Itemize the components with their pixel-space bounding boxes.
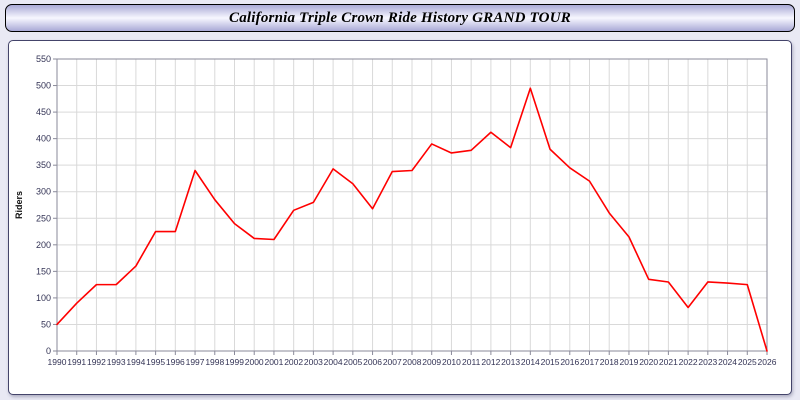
page-title: California Triple Crown Ride History GRA… (229, 9, 571, 26)
svg-text:200: 200 (36, 240, 51, 250)
svg-text:1992: 1992 (87, 357, 106, 367)
svg-text:2012: 2012 (481, 357, 500, 367)
axis-ticks (53, 58, 768, 355)
svg-text:2013: 2013 (501, 357, 520, 367)
svg-text:2018: 2018 (600, 357, 619, 367)
svg-text:400: 400 (36, 134, 51, 144)
svg-text:2021: 2021 (659, 357, 678, 367)
y-tick-labels: 0 50 100 150 200 250 300 350 400 450 500 550 (36, 54, 51, 356)
svg-text:1994: 1994 (126, 357, 145, 367)
svg-text:2019: 2019 (619, 357, 638, 367)
y-axis-title: Riders (14, 191, 24, 219)
svg-text:2003: 2003 (304, 357, 323, 367)
svg-text:2015: 2015 (541, 357, 560, 367)
svg-text:2011: 2011 (462, 357, 481, 367)
chart-panel: 0 50 100 150 200 250 300 350 400 450 500 550 1990 199… (8, 40, 792, 395)
svg-text:500: 500 (36, 81, 51, 91)
svg-text:1995: 1995 (146, 357, 165, 367)
svg-text:2006: 2006 (363, 357, 382, 367)
svg-text:2009: 2009 (422, 357, 441, 367)
svg-text:2000: 2000 (245, 357, 264, 367)
svg-text:1999: 1999 (225, 357, 244, 367)
svg-text:50: 50 (41, 319, 51, 329)
svg-text:450: 450 (36, 107, 51, 117)
title-bar: California Triple Crown Ride History GRA… (5, 4, 795, 32)
svg-text:2014: 2014 (521, 357, 540, 367)
svg-text:300: 300 (36, 187, 51, 197)
svg-text:2020: 2020 (639, 357, 658, 367)
svg-text:2005: 2005 (343, 357, 362, 367)
svg-text:1996: 1996 (166, 357, 185, 367)
svg-text:350: 350 (36, 160, 51, 170)
svg-text:1993: 1993 (107, 357, 126, 367)
svg-text:1997: 1997 (186, 357, 205, 367)
svg-text:1998: 1998 (205, 357, 224, 367)
svg-text:2008: 2008 (403, 357, 422, 367)
svg-text:550: 550 (36, 54, 51, 64)
svg-text:2024: 2024 (718, 357, 737, 367)
svg-text:2002: 2002 (284, 357, 303, 367)
svg-text:0: 0 (46, 346, 51, 356)
svg-text:250: 250 (36, 213, 51, 223)
svg-text:2022: 2022 (679, 357, 698, 367)
riders-line (56, 87, 768, 352)
svg-text:2025: 2025 (738, 357, 757, 367)
svg-text:2023: 2023 (698, 357, 717, 367)
svg-text:150: 150 (36, 266, 51, 276)
svg-text:1990: 1990 (48, 357, 67, 367)
svg-text:2017: 2017 (580, 357, 599, 367)
svg-text:2001: 2001 (264, 357, 283, 367)
svg-text:2016: 2016 (560, 357, 579, 367)
gridlines (56, 58, 768, 352)
svg-text:2007: 2007 (383, 357, 402, 367)
x-tick-labels: 1990 1991 1992 1993 1994 1995 1996 1997 1998 1999… (48, 357, 777, 367)
svg-text:2004: 2004 (324, 357, 343, 367)
svg-text:2026: 2026 (758, 357, 777, 367)
svg-text:100: 100 (36, 293, 51, 303)
plot-frame (56, 58, 768, 352)
svg-text:1991: 1991 (67, 357, 86, 367)
svg-text:2010: 2010 (442, 357, 461, 367)
